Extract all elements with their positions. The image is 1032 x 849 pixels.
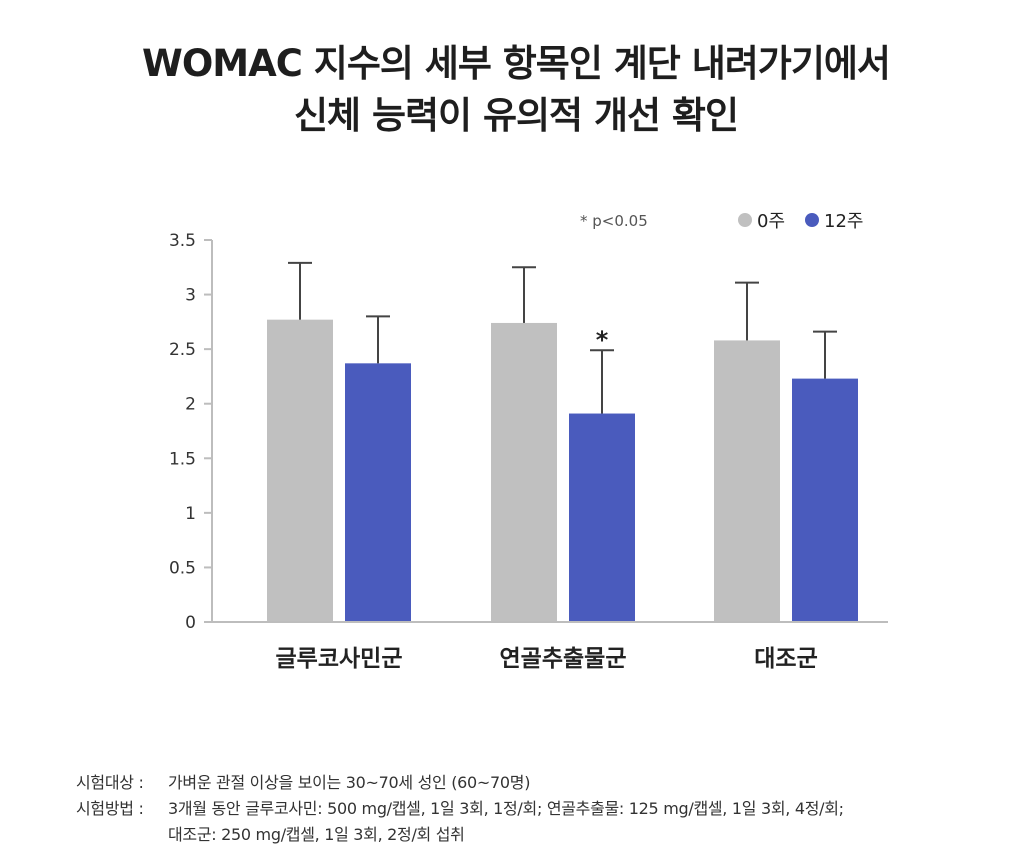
footnote-subjects-text: 가벼운 관절 이상을 보이는 30~70세 성인 (60~70명) — [168, 773, 531, 792]
legend-marker — [805, 213, 819, 227]
footnote: 시험대상 : 가벼운 관절 이상을 보이는 30~70세 성인 (60~70명) … — [76, 770, 844, 848]
chart-title-line-1: WOMAC 지수의 세부 항목인 계단 내려가기에서 — [142, 42, 891, 85]
legend-label: 0주 — [757, 211, 785, 232]
y-tick-label: 3.5 — [169, 231, 196, 251]
chart-title-line-2: 신체 능력이 유의적 개선 확인 — [293, 94, 739, 137]
footnote-method-label: 시험방법 : — [76, 799, 144, 818]
footnote-method-text-2: 대조군: 250 mg/캡셀, 1일 3회, 2정/회 섭취 — [168, 825, 465, 844]
y-tick-label: 0.5 — [169, 558, 196, 578]
legend-note: * p<0.05 — [580, 212, 648, 230]
footnote-subjects-label: 시험대상 : — [76, 773, 144, 792]
footnote-method-row: 시험방법 : 3개월 동안 글루코사민: 500 mg/캡셀, 1일 3회, 1정… — [76, 796, 844, 822]
bar-chart: 0 0.5 1 1.5 2 2.5 3 3.5 글루코사민군 * 연골추출물군 대조군 * p<0.05… — [169, 211, 888, 672]
bar — [792, 378, 858, 622]
legend-label: 12주 — [824, 211, 863, 232]
bar — [267, 319, 333, 622]
bar — [714, 340, 780, 622]
y-tick-label: 2.5 — [169, 340, 196, 360]
footnote-method-row-2: 대조군: 250 mg/캡셀, 1일 3회, 2정/회 섭취 — [76, 822, 844, 848]
y-tick-label: 0 — [185, 613, 196, 633]
bar — [491, 322, 557, 622]
y-tick-label: 1 — [185, 504, 196, 524]
bar — [345, 363, 411, 622]
x-category-label: 글루코사민군 — [276, 646, 403, 672]
y-tick-label: 3 — [185, 286, 196, 306]
bar — [569, 413, 635, 622]
x-category-label: 대조군 — [754, 646, 817, 672]
significance-marker: * — [596, 326, 609, 354]
footnote-subjects-row: 시험대상 : 가벼운 관절 이상을 보이는 30~70세 성인 (60~70명) — [76, 770, 844, 796]
y-tick-label: 1.5 — [169, 449, 196, 469]
footnote-method-text-1: 3개월 동안 글루코사민: 500 mg/캡셀, 1일 3회, 1정/회; 연골… — [168, 799, 844, 818]
y-tick-label: 2 — [185, 395, 196, 415]
chart-title: WOMAC 지수의 세부 항목인 계단 내려가기에서 신체 능력이 유의적 개선… — [0, 38, 1032, 142]
x-category-label: 연골추출물군 — [500, 646, 627, 672]
legend-marker — [738, 213, 752, 227]
